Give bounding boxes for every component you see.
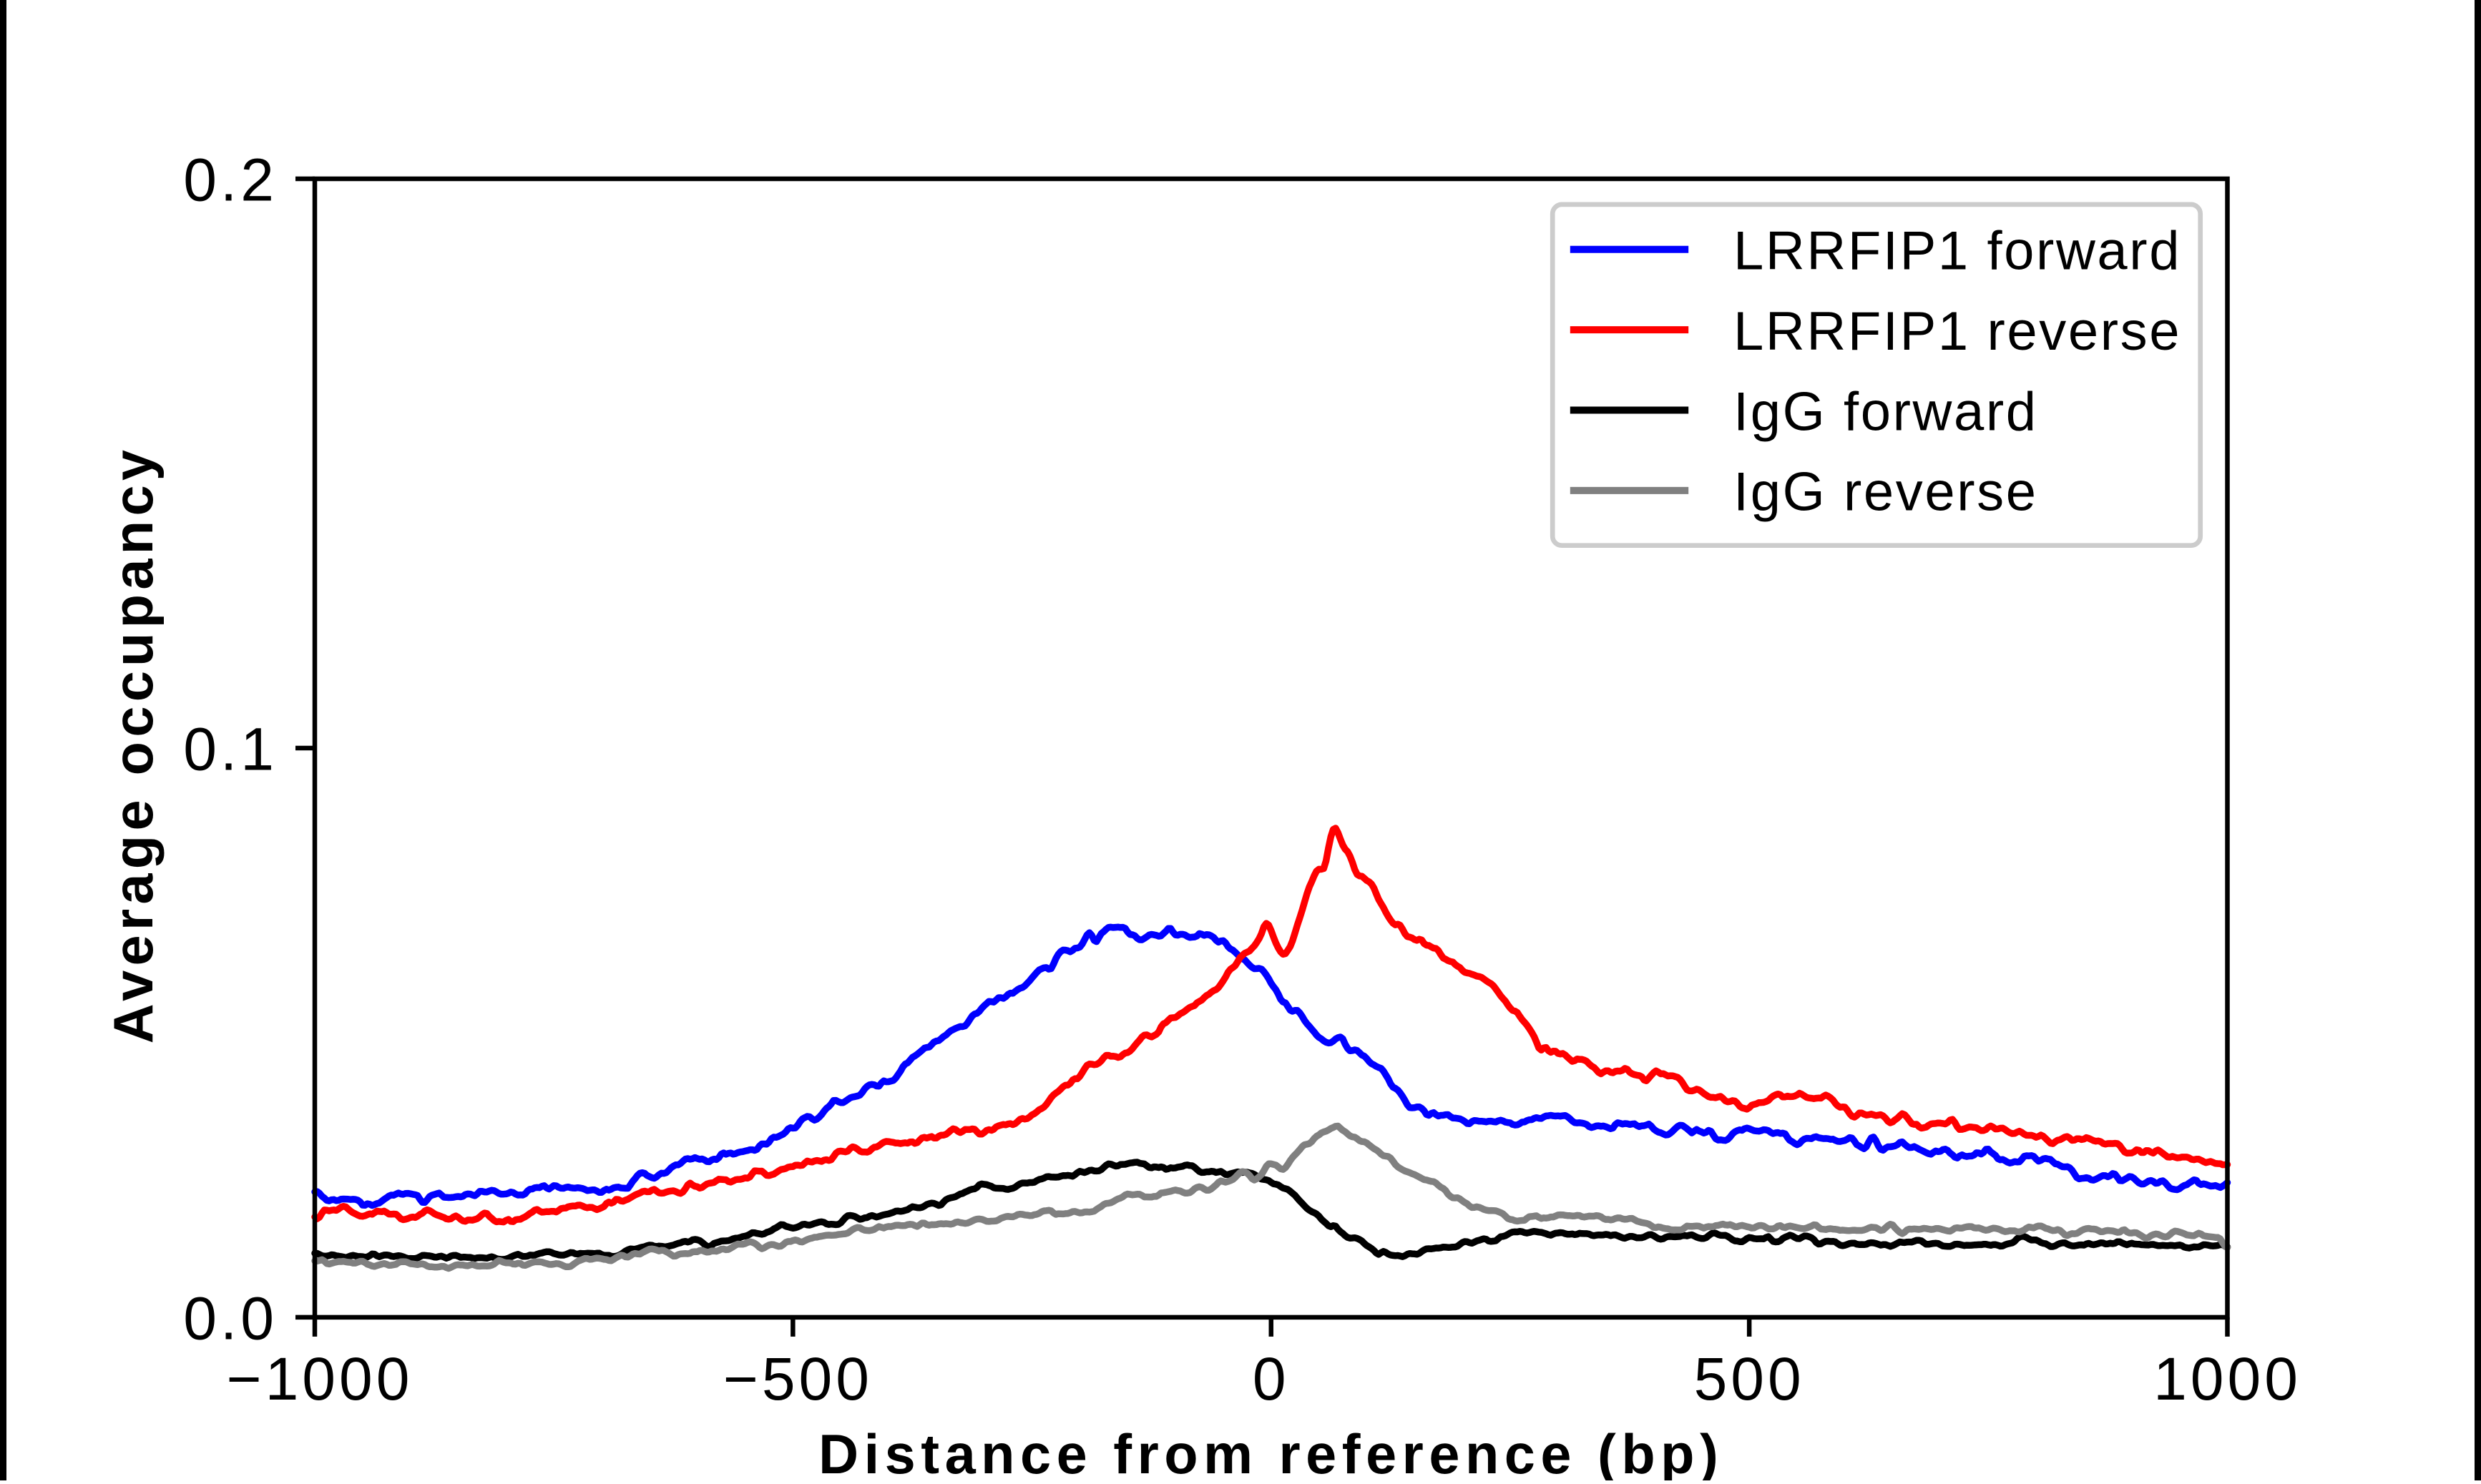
svg-text:−500: −500	[723, 1345, 873, 1412]
svg-text:Distance from reference (bp): Distance from reference (bp)	[818, 1424, 1723, 1480]
svg-text:−1000: −1000	[227, 1345, 414, 1412]
svg-text:500: 500	[1694, 1345, 1805, 1412]
svg-text:IgG reverse: IgG reverse	[1733, 462, 2038, 523]
svg-text:0.2: 0.2	[183, 147, 278, 214]
svg-text:0.1: 0.1	[183, 716, 278, 783]
svg-text:1000: 1000	[2153, 1345, 2301, 1412]
svg-text:IgG forward: IgG forward	[1733, 381, 2038, 442]
svg-text:LRRFIP1 forward: LRRFIP1 forward	[1733, 221, 2181, 282]
svg-text:0: 0	[1253, 1345, 1290, 1412]
svg-text:Average occupancy: Average occupancy	[103, 446, 165, 1044]
svg-text:0.0: 0.0	[183, 1285, 278, 1352]
svg-text:LRRFIP1 reverse: LRRFIP1 reverse	[1733, 301, 2181, 362]
